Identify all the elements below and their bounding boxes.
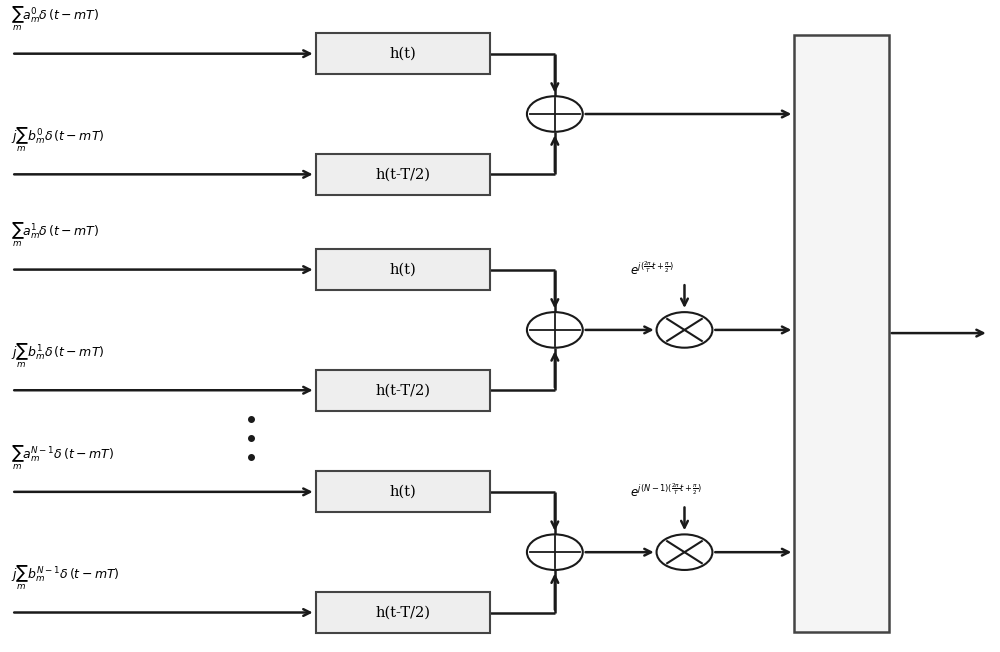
Text: $\sum_{m}a_m^0\delta\,(t-mT)$: $\sum_{m}a_m^0\delta\,(t-mT)$ — [11, 5, 100, 33]
Text: h(t-T/2): h(t-T/2) — [375, 383, 430, 397]
FancyBboxPatch shape — [316, 33, 490, 74]
Text: $j\sum_{m}b_m^{N-1}\delta\,(t-mT)$: $j\sum_{m}b_m^{N-1}\delta\,(t-mT)$ — [11, 564, 120, 592]
Text: h(t-T/2): h(t-T/2) — [375, 606, 430, 619]
Text: h(t): h(t) — [389, 47, 416, 61]
Text: $e^{j(N-1)(\frac{2\pi}{T}t+\frac{\pi}{2})}$: $e^{j(N-1)(\frac{2\pi}{T}t+\frac{\pi}{2}… — [630, 483, 702, 501]
Text: h(t): h(t) — [389, 263, 416, 276]
FancyBboxPatch shape — [794, 35, 889, 632]
Text: h(t): h(t) — [389, 485, 416, 499]
FancyBboxPatch shape — [316, 471, 490, 512]
Text: $j\sum_{m}b_m^0\delta\,(t-mT)$: $j\sum_{m}b_m^0\delta\,(t-mT)$ — [11, 126, 105, 154]
FancyBboxPatch shape — [316, 370, 490, 411]
FancyBboxPatch shape — [316, 249, 490, 290]
Text: $\sum_{m}a_m^1\delta\,(t-mT)$: $\sum_{m}a_m^1\delta\,(t-mT)$ — [11, 221, 100, 249]
Text: h(t-T/2): h(t-T/2) — [375, 168, 430, 181]
Text: $\sum_{m}a_m^{N-1}\delta\,(t-mT)$: $\sum_{m}a_m^{N-1}\delta\,(t-mT)$ — [11, 443, 115, 471]
FancyBboxPatch shape — [316, 592, 490, 633]
Text: $e^{j(\frac{2\pi}{T}t+\frac{\pi}{2})}$: $e^{j(\frac{2\pi}{T}t+\frac{\pi}{2})}$ — [630, 261, 674, 278]
Text: $j\sum_{m}b_m^1\delta\,(t-mT)$: $j\sum_{m}b_m^1\delta\,(t-mT)$ — [11, 342, 105, 370]
FancyBboxPatch shape — [316, 154, 490, 195]
